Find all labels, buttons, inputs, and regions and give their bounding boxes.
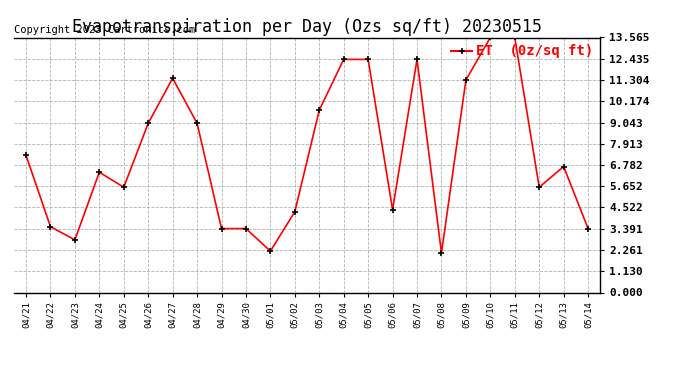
ET  (0z/sq ft): [560, 164, 568, 169]
ET  (0z/sq ft): [339, 57, 348, 62]
Title: Evapotranspiration per Day (Ozs sq/ft) 20230515: Evapotranspiration per Day (Ozs sq/ft) 2…: [72, 18, 542, 36]
Text: Copyright 2023 Cartronics.com: Copyright 2023 Cartronics.com: [14, 25, 195, 35]
ET  (0z/sq ft): [437, 251, 446, 255]
ET  (0z/sq ft): [144, 121, 152, 126]
ET  (0z/sq ft): [364, 57, 373, 62]
ET  (0z/sq ft): [511, 35, 519, 40]
ET  (0z/sq ft): [241, 226, 250, 231]
ET  (0z/sq ft): [168, 76, 177, 81]
ET  (0z/sq ft): [486, 35, 495, 40]
Legend: ET  (0z/sq ft): ET (0z/sq ft): [446, 39, 599, 64]
ET  (0z/sq ft): [71, 238, 79, 242]
ET  (0z/sq ft): [290, 209, 299, 214]
ET  (0z/sq ft): [46, 225, 55, 229]
Line: ET  (0z/sq ft): ET (0z/sq ft): [23, 34, 591, 256]
ET  (0z/sq ft): [22, 153, 30, 158]
ET  (0z/sq ft): [413, 57, 421, 62]
ET  (0z/sq ft): [266, 249, 275, 254]
ET  (0z/sq ft): [315, 108, 324, 112]
ET  (0z/sq ft): [217, 226, 226, 231]
ET  (0z/sq ft): [95, 170, 104, 174]
ET  (0z/sq ft): [193, 121, 201, 126]
ET  (0z/sq ft): [584, 226, 592, 231]
ET  (0z/sq ft): [535, 185, 543, 189]
ET  (0z/sq ft): [119, 185, 128, 189]
ET  (0z/sq ft): [462, 78, 470, 82]
ET  (0z/sq ft): [388, 207, 397, 212]
